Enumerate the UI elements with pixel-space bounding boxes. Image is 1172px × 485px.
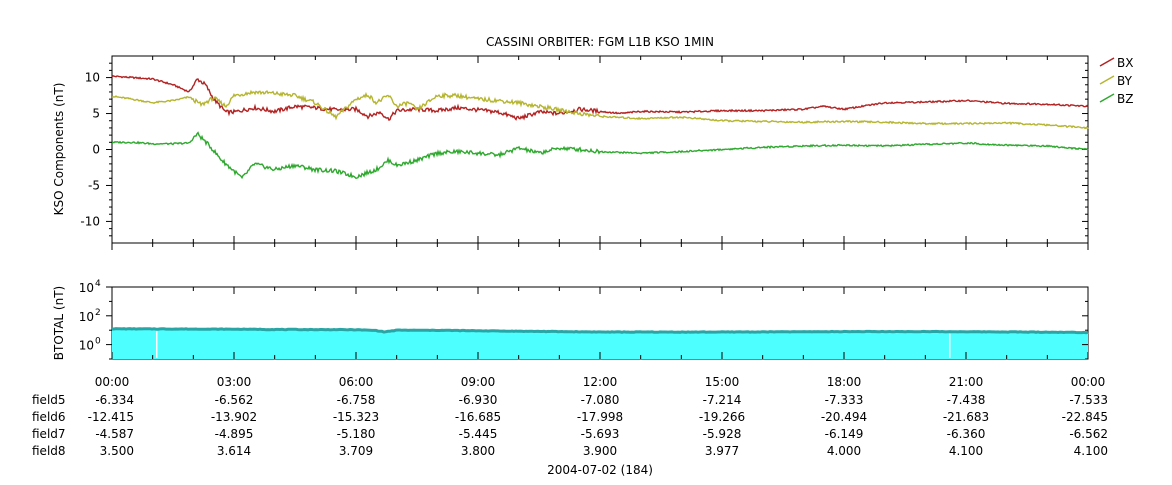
btotal-area [112,328,1088,359]
ephemeris-value: 3.800 [461,444,495,458]
panel2-y-tick-label: 10 [79,310,94,324]
ephemeris-value: -5.928 [703,427,742,441]
panel2-y-tick-exponent: 0 [95,337,101,347]
ephemeris-value: -17.998 [577,410,623,424]
ephemeris-value: -5.693 [581,427,620,441]
ephemeris-value: -5.180 [337,427,376,441]
x-tick-label: 03:00 [217,375,252,389]
panel1-x-ticks [111,56,1089,250]
x-tick-label: 12:00 [583,375,618,389]
legend-swatch-bz [1099,93,1115,103]
x-tick-label: 21:00 [949,375,984,389]
legend-label-bx: BX [1117,56,1133,70]
ephemeris-value: 4.100 [1074,444,1108,458]
ephemeris-value: -6.562 [215,393,254,407]
ephemeris-value: -6.562 [1069,427,1108,441]
panel1-y-tick-label: -10 [80,214,100,228]
series-line-by [111,89,1089,130]
ephemeris-rows: field5 -6.334 -6.562 -6.758 -6.930 -7.080 -7.2… [32,393,1108,458]
x-tick-label: 00:00 [1071,375,1106,389]
legend-swatch-by [1099,75,1115,85]
panel1-y-tick-label: 5 [92,107,100,121]
ephemeris-value: -4.587 [95,427,134,441]
series-line-bz [111,131,1089,180]
panel1-y-tick-label: 0 [92,143,100,157]
ephemeris-value: -16.685 [455,410,501,424]
btotal-line [112,327,1089,335]
ephemeris-row-name: field5 [32,393,66,407]
ephemeris-value: 3.500 [100,444,134,458]
ephemeris-value: -7.080 [581,393,620,407]
series-line-bx [111,74,1089,122]
ephemeris-value: -6.360 [947,427,986,441]
ephemeris-value: -20.494 [821,410,867,424]
ephemeris-value: -5.445 [459,427,498,441]
panel2-y-tick-label: 10 [79,281,94,295]
ephemeris-value: -21.683 [943,410,989,424]
ephemeris-value: -6.334 [95,393,134,407]
ephemeris-value: -22.845 [1062,410,1108,424]
ephemeris-value: 3.709 [339,444,373,458]
ephemeris-value: -12.415 [88,410,134,424]
ephemeris-value: 4.000 [827,444,861,458]
ephemeris-value: 3.614 [217,444,251,458]
panel1-y-axis: 10 5 0 -5 -10 [80,62,1088,237]
panel1-y-tick-label: 10 [85,71,100,85]
ephemeris-value: -7.333 [825,393,864,407]
x-axis-labels: 00:00 03:00 06:00 09:00 12:00 15:00 18:00 21:00… [95,375,1106,389]
x-tick-label: 15:00 [705,375,740,389]
panel2-y-tick-label: 10 [79,339,94,353]
legend-label-by: BY [1117,74,1133,88]
panel2-fill [112,327,1089,359]
x-tick-label: 06:00 [339,375,374,389]
ephemeris-value: 3.900 [583,444,617,458]
x-tick-label: 00:00 [95,375,130,389]
date-label: 2004-07-02 (184) [547,463,653,477]
ephemeris-value: -6.758 [337,393,376,407]
ephemeris-value: -13.902 [211,410,257,424]
ephemeris-value: -7.214 [703,393,742,407]
x-tick-label: 09:00 [461,375,496,389]
legend: BX BY BZ [1099,56,1133,106]
kso-components-panel: 10 5 0 -5 -10 KSO Components (nT) [52,55,1089,250]
ephemeris-value: -6.930 [459,393,498,407]
ephemeris-value: 4.100 [949,444,983,458]
panel2-x-ticks [111,287,1089,359]
ephemeris-value: -7.533 [1069,393,1108,407]
x-tick-label: 18:00 [827,375,862,389]
panel1-series [111,74,1089,180]
ephemeris-row-name: field6 [32,410,66,424]
legend-label-bz: BZ [1117,92,1133,106]
ephemeris-value: -7.438 [947,393,986,407]
ephemeris-value: -15.323 [333,410,379,424]
ephemeris-value: -4.895 [215,427,254,441]
ephemeris-value: 3.977 [705,444,739,458]
panel2-y-tick-exponent: 4 [95,279,101,289]
ephemeris-row-name: field8 [32,444,66,458]
panel1-frame [111,55,1089,244]
ephemeris-value: -6.149 [825,427,864,441]
panel1-y-label: KSO Components (nT) [52,83,66,216]
chart-title: CASSINI ORBITER: FGM L1B KSO 1MIN [486,35,714,49]
legend-swatch-bx [1099,57,1115,67]
panel1-y-tick-label: -5 [88,178,100,192]
ephemeris-row-name: field7 [32,427,66,441]
panel2-y-label: BTOTAL (nT) [52,286,66,360]
panel2-y-tick-exponent: 2 [95,308,101,318]
ephemeris-value: -19.266 [699,410,745,424]
